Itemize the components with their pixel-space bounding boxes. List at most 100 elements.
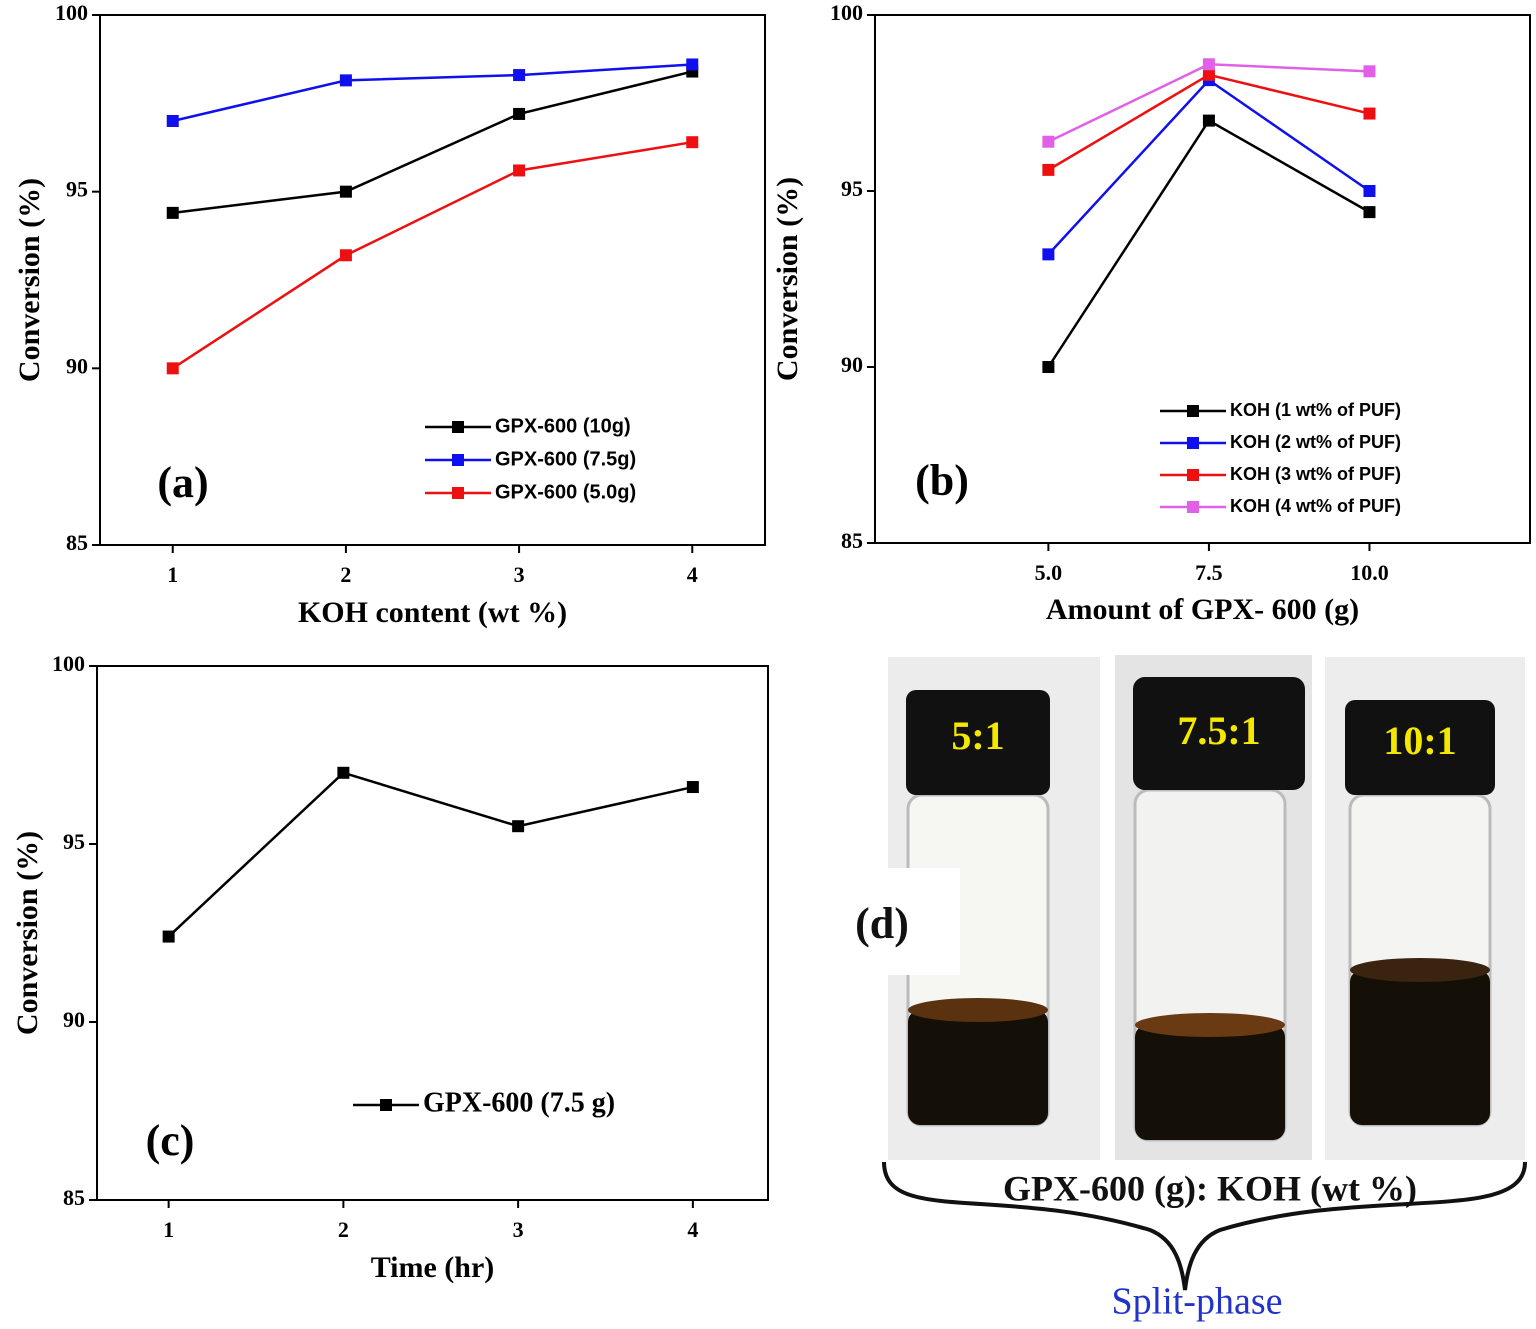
- point: [1363, 206, 1376, 219]
- point: [339, 185, 352, 198]
- y-tick-label: 85: [841, 528, 863, 553]
- point: [1042, 135, 1055, 148]
- y-tick-label: 90: [63, 1007, 85, 1032]
- x-tick-label: 5.0: [1035, 560, 1063, 585]
- x-tick-label: 4: [687, 1217, 698, 1242]
- point: [337, 766, 350, 779]
- x-tick-label: 7.5: [1195, 560, 1223, 585]
- point: [1202, 114, 1215, 127]
- point: [686, 781, 699, 794]
- legend-label: KOH (1 wt% of PUF): [1230, 400, 1401, 420]
- y-tick-label: 100: [830, 0, 863, 25]
- series-line: [172, 70, 693, 215]
- point: [1363, 65, 1376, 78]
- series-line: [172, 140, 693, 370]
- liquid: [1350, 970, 1490, 1125]
- plot-frame: [99, 14, 766, 546]
- x-tick-label: 3: [514, 562, 525, 587]
- legend-label: GPX-600 (10g): [495, 415, 631, 437]
- legend-label: GPX-600 (7.5g): [495, 448, 636, 470]
- point: [1202, 68, 1215, 81]
- y-tick-label: 100: [52, 651, 85, 676]
- legend-marker: [1187, 437, 1199, 449]
- vial-label: 7.5:1: [1177, 708, 1260, 753]
- point: [513, 164, 526, 177]
- point: [512, 820, 525, 833]
- cap: [1133, 677, 1305, 790]
- cap: [906, 690, 1050, 795]
- legend-label: GPX-600 (5.0g): [495, 481, 636, 503]
- y-tick-label: 85: [63, 1185, 85, 1210]
- x-tick-label: 10.0: [1350, 560, 1389, 585]
- point: [1363, 107, 1376, 120]
- panel-annotation: (a): [157, 458, 208, 507]
- point: [162, 930, 175, 943]
- x-axis-label: Amount of GPX- 600 (g): [1046, 593, 1359, 626]
- point: [166, 206, 179, 219]
- legend-marker: [452, 454, 464, 466]
- legend-label: KOH (3 wt% of PUF): [1230, 464, 1401, 484]
- y-tick-label: 90: [66, 353, 88, 378]
- point: [339, 74, 352, 87]
- point: [166, 115, 179, 127]
- point: [339, 249, 352, 262]
- series-line: [172, 63, 693, 123]
- point: [686, 58, 699, 71]
- vial-label: 5:1: [951, 713, 1004, 758]
- y-tick-label: 100: [55, 0, 88, 25]
- series-line: [1047, 78, 1371, 256]
- y-axis-label: Conversion (%): [13, 178, 46, 382]
- legend-marker: [1187, 501, 1199, 513]
- x-tick-label: 2: [340, 562, 351, 587]
- legend-marker: [452, 487, 464, 499]
- point: [686, 136, 699, 149]
- x-tick-label: 2: [338, 1217, 349, 1242]
- brace-label: Split-phase: [1112, 1281, 1283, 1323]
- legend-marker: [1187, 469, 1199, 481]
- y-tick-label: 95: [63, 829, 85, 854]
- x-tick-label: 1: [163, 1217, 174, 1242]
- y-tick-label: 85: [66, 530, 88, 555]
- point: [1363, 185, 1376, 197]
- legend-marker: [1187, 405, 1199, 417]
- label-box: [835, 868, 960, 975]
- y-axis-label: Conversion (%): [11, 831, 44, 1035]
- legend-marker: [452, 421, 464, 433]
- panel-annotation: (d): [855, 899, 909, 948]
- y-tick-label: 95: [841, 176, 863, 201]
- legend-label: GPX-600 (7.5 g): [423, 1087, 615, 1118]
- legend-marker: [380, 1099, 392, 1111]
- liquid-surface: [908, 998, 1048, 1022]
- point: [1042, 248, 1055, 261]
- point: [513, 69, 526, 82]
- y-tick-label: 95: [66, 177, 88, 202]
- y-tick-label: 90: [841, 352, 863, 377]
- point: [513, 107, 526, 120]
- series-line: [167, 771, 694, 938]
- plot-frame: [874, 14, 1531, 544]
- point: [166, 362, 179, 375]
- legend-label: KOH (4 wt% of PUF): [1230, 496, 1401, 516]
- liquid: [1135, 1025, 1285, 1140]
- y-axis-label: Conversion (%): [771, 177, 804, 381]
- liquid-surface: [1350, 958, 1490, 982]
- photo-panel: 5:1 7.5:1 10:1 (d) GPX-600 (g): KOH (wt …: [835, 655, 1527, 1323]
- point: [1202, 58, 1215, 71]
- x-tick-label: 1: [167, 562, 178, 587]
- x-tick-label: 3: [513, 1217, 524, 1242]
- x-axis-label: Time (hr): [371, 1251, 495, 1284]
- x-axis-label: KOH content (wt %): [298, 596, 567, 629]
- liquid-surface: [1135, 1013, 1285, 1037]
- plot-frame: [96, 665, 769, 1201]
- vial-label: 10:1: [1383, 718, 1456, 763]
- panel-annotation: (b): [915, 456, 969, 505]
- liquid: [908, 1010, 1048, 1125]
- caption: GPX-600 (g): KOH (wt %): [1003, 1168, 1417, 1208]
- panel-annotation: (c): [146, 1116, 195, 1165]
- brace: [882, 1161, 1527, 1291]
- legend-label: KOH (2 wt% of PUF): [1230, 432, 1401, 452]
- point: [1042, 361, 1055, 373]
- point: [1042, 163, 1055, 176]
- cap: [1345, 700, 1495, 795]
